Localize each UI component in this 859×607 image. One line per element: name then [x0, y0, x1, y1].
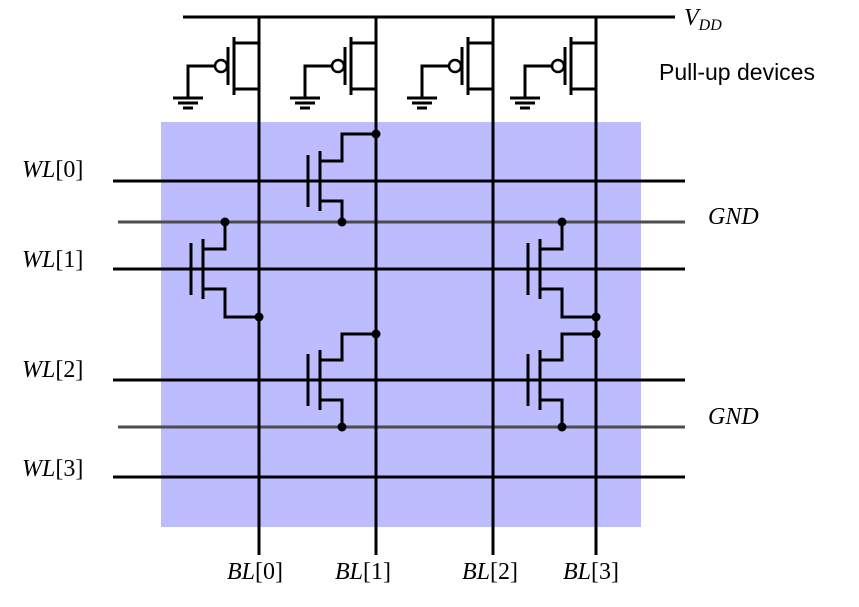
- pmos-pullup-2: [407, 17, 495, 110]
- bit-line-label-3: BL[3]: [563, 560, 619, 584]
- nmos-cell-3: [306, 329, 381, 432]
- gnd-label-0-text: GND: [708, 204, 759, 230]
- memory-cell-transistors: [189, 129, 601, 432]
- word-line-label-1-name: WL: [22, 247, 56, 273]
- word-line-label-2-index: [2]: [55, 357, 84, 383]
- gnd-label-0: GND: [708, 205, 759, 229]
- nmos-cell-4: [526, 329, 601, 432]
- gnd-label-1-text: GND: [708, 404, 759, 430]
- pmos-pullup-3: [510, 17, 598, 110]
- word-line-label-3-index: [3]: [55, 456, 84, 482]
- bit-line-label-1-index: [1]: [363, 559, 391, 585]
- nmos-cell-2: [526, 217, 601, 322]
- bit-line-label-0-index: [0]: [255, 559, 283, 585]
- vdd-label-name: V: [684, 5, 699, 31]
- vdd-label-sub: DD: [698, 17, 722, 34]
- pull-up-devices-label: Pull-up devices: [659, 59, 815, 85]
- word-line-label-3: WL[3]: [22, 457, 83, 481]
- vdd-label: VDD: [684, 6, 722, 34]
- word-line-label-1-index: [1]: [55, 247, 84, 273]
- bit-line-label-2-index: [2]: [490, 559, 518, 585]
- bit-line-label-0-name: BL: [227, 559, 256, 585]
- word-line-label-1: WL[1]: [22, 248, 83, 272]
- gnd-label-1: GND: [708, 405, 759, 429]
- word-line-label-2: WL[2]: [22, 358, 83, 382]
- bit-line-label-1: BL[1]: [335, 560, 391, 584]
- pmos-pullup-1: [290, 17, 378, 110]
- nmos-cell-1: [189, 217, 264, 322]
- bit-line-label-3-index: [3]: [591, 559, 619, 585]
- word-line-label-0: WL[0]: [22, 158, 83, 182]
- nmos-cell-0: [306, 129, 381, 227]
- pmos-pullup-0: [173, 17, 261, 110]
- bit-line-label-2: BL[2]: [462, 560, 518, 584]
- bit-line-label-1-name: BL: [335, 559, 364, 585]
- bit-line-label-0: BL[0]: [227, 560, 283, 584]
- word-line-label-0-index: [0]: [55, 157, 84, 183]
- bit-line-label-2-name: BL: [462, 559, 491, 585]
- word-line-label-3-name: WL: [22, 456, 56, 482]
- word-line-label-0-name: WL: [22, 157, 56, 183]
- word-line-label-2-name: WL: [22, 357, 56, 383]
- pull-up-devices: [173, 17, 598, 110]
- memory-array-region: [161, 122, 641, 527]
- bit-line-label-3-name: BL: [563, 559, 592, 585]
